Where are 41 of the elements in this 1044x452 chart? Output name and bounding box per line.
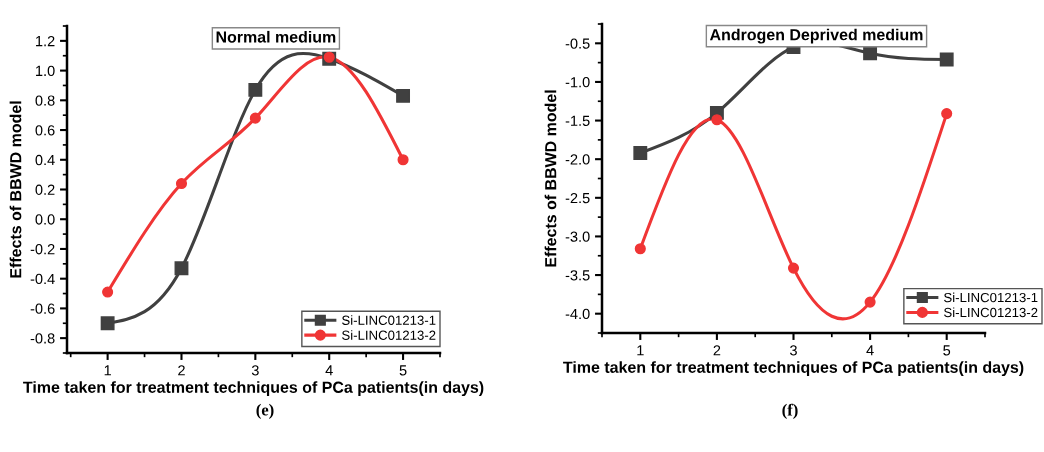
x-tick-label: 5 — [399, 365, 407, 376]
x-axis-title: Time taken for treatment techniques of PCa patients(in days) — [23, 381, 484, 397]
y-tick-label: -0.4 — [30, 273, 55, 285]
legend-label: Si-LINC01213-2 — [342, 330, 436, 340]
x-tick-label: 2 — [713, 345, 721, 356]
x-tick-label: 4 — [325, 365, 333, 376]
y-tick-label: 0.6 — [35, 125, 55, 136]
y-tick-label: -1.0 — [565, 77, 590, 88]
y-tick-label: -4.0 — [565, 308, 590, 320]
y-tick-label: -1.5 — [565, 115, 590, 126]
x-tick-label: 1 — [637, 345, 644, 356]
x-tick-label: 1 — [104, 365, 111, 376]
chart-title: Normal medium — [216, 30, 336, 43]
y-tick-label: 1.2 — [36, 35, 55, 47]
y-tick-label: -2.5 — [565, 192, 590, 204]
chart-title: Androgen Deprived medium — [709, 28, 923, 44]
y-tick-label: -3.0 — [565, 231, 590, 242]
y-tick-label: -0.5 — [565, 38, 590, 49]
y-tick-label: -0.8 — [30, 333, 55, 344]
legend-label: Si-LINC01213-2 — [944, 307, 1038, 318]
y-tick-label: 0.4 — [35, 154, 55, 166]
y-axis-title: Effects of BBWD model — [544, 90, 557, 267]
y-axis-title: Effects of BBWD model — [9, 101, 22, 278]
y-tick-label: -2.0 — [565, 154, 590, 165]
text: (e) — [256, 403, 274, 419]
y-tick-label: 0.0 — [35, 214, 55, 225]
y-tick-label: -0.6 — [30, 303, 55, 314]
y-tick-label: 1.0 — [36, 65, 55, 77]
x-axis-title: Time taken for treatment techniques of PCa patients(in days) — [563, 361, 1024, 377]
x-tick-label: 3 — [251, 365, 259, 376]
text: (f) — [782, 403, 798, 419]
y-tick-label: -3.5 — [565, 270, 590, 281]
y-tick-label: -0.2 — [30, 244, 55, 255]
x-tick-label: 2 — [178, 365, 185, 376]
x-tick-label: 5 — [943, 345, 951, 356]
x-tick-label: 3 — [790, 345, 797, 356]
legend-label: Si-LINC01213-1 — [342, 315, 436, 325]
x-tick-label: 4 — [866, 345, 874, 356]
y-tick-label: 0.2 — [35, 184, 55, 195]
y-tick-label: 0.8 — [35, 95, 55, 106]
legend-label: Si-LINC01213-1 — [944, 292, 1038, 303]
